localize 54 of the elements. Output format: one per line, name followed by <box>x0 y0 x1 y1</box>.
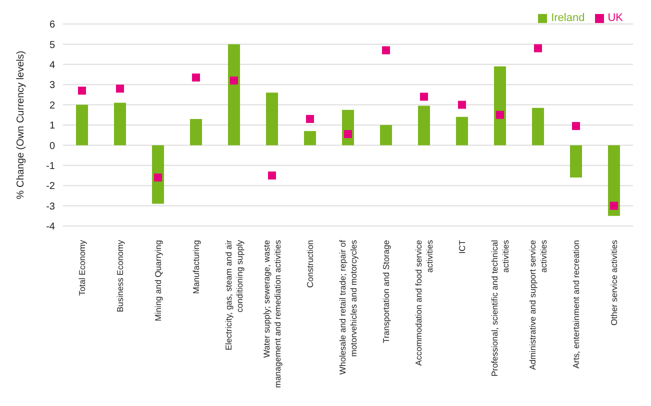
x-tick-label: Construction <box>305 240 315 288</box>
x-tick-label: Total Economy <box>77 239 87 296</box>
y-tick-label: 5 <box>49 40 56 51</box>
bar <box>418 106 430 146</box>
legend-label: Ireland <box>551 12 585 24</box>
x-tick-label: Business Economy <box>115 239 125 312</box>
bar <box>494 66 506 146</box>
y-tick-label: 4 <box>49 60 56 71</box>
point <box>116 84 124 93</box>
bar <box>532 108 544 146</box>
bar <box>228 44 240 146</box>
point <box>610 202 618 210</box>
bar <box>570 145 582 178</box>
point <box>534 44 542 52</box>
x-tick-label: Arts, entertainment and recreation <box>571 240 581 369</box>
point <box>382 46 390 54</box>
y-tick-label: -2 <box>46 181 56 192</box>
bar <box>608 145 620 216</box>
bar <box>380 125 392 146</box>
point <box>306 114 314 123</box>
point <box>192 74 200 82</box>
point <box>344 130 352 138</box>
y-tick-label: -4 <box>46 222 56 233</box>
x-tick-label: Mining and Quarrying <box>153 240 163 322</box>
bar <box>266 92 278 146</box>
y-tick-label: 3 <box>49 80 56 92</box>
bar <box>114 102 126 146</box>
x-tick-label: Transportation and Storage <box>381 240 391 344</box>
y-tick-label: 6 <box>49 20 56 31</box>
point <box>572 122 580 130</box>
point <box>496 110 504 119</box>
point <box>458 100 466 109</box>
y-tick-label: 0 <box>49 140 56 152</box>
x-tick-label: Accommodation and food service activities <box>414 240 434 366</box>
legend-label: UK <box>608 12 623 24</box>
point <box>154 174 162 182</box>
y-tick-label: 2 <box>49 100 56 112</box>
point <box>420 92 428 101</box>
bar <box>190 118 202 146</box>
point <box>78 86 86 95</box>
x-tick-label: Manufacturing <box>191 240 201 294</box>
bar <box>304 131 316 146</box>
y-tick-label: 1 <box>49 120 56 132</box>
point <box>268 172 276 180</box>
y-axis-title: % Change (Own Currency levels) <box>16 50 27 200</box>
y-tick-label: -3 <box>46 201 56 212</box>
x-tick-label: Other service activities <box>609 240 619 326</box>
x-tick-label: Professional, scientific and technical activities <box>490 240 510 377</box>
x-tick-label: Electricity, gas, steam and air conditioning supply <box>224 239 244 350</box>
y-tick-label: -1 <box>46 160 56 172</box>
bar <box>456 116 468 146</box>
x-tick-label: ICT <box>457 240 467 254</box>
bar <box>76 104 88 146</box>
point <box>230 76 238 85</box>
